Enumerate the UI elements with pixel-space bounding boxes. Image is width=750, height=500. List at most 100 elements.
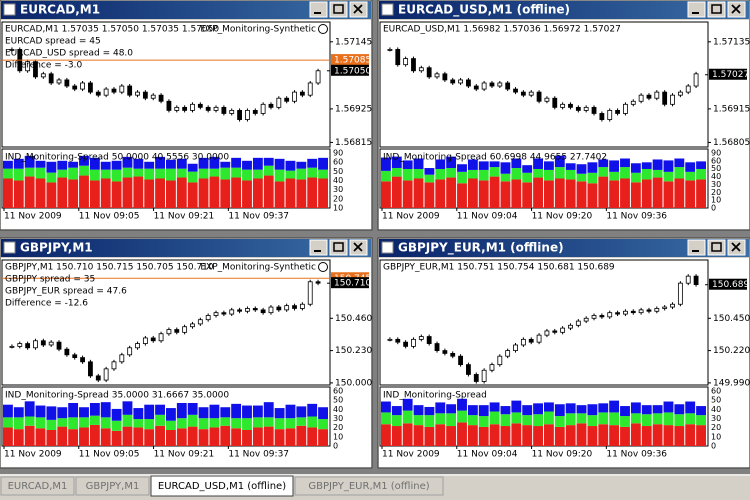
minimize-button[interactable] [687,1,706,18]
spread-bar [598,176,609,208]
minimize-button[interactable] [309,239,328,256]
spread-bar [435,413,446,425]
spread-bar [424,426,435,446]
info-line: GBPJPY spread = 35 [5,275,95,285]
candle [552,330,558,333]
spread-bar [478,416,489,427]
spread-bar [522,172,533,183]
candle [685,85,691,93]
window-title: GBPJPY_EUR,M1 (offline) [398,241,564,256]
spread-bar [402,180,413,208]
spread-bar [674,167,685,179]
spread-bar [89,180,100,208]
spread-bar [609,171,620,181]
icon [353,242,363,252]
spread-bar [674,414,685,427]
spread-bar [457,171,467,184]
candle [135,91,140,96]
spread-bar [413,415,424,426]
minimize-button[interactable] [687,239,706,256]
spread-bar [446,404,457,414]
candle [568,324,573,329]
candle [166,329,172,335]
indicator-tick-label: 0 [711,442,716,451]
spread-bar [285,418,296,429]
indicator-label: IND_Monitoring-Spread [383,391,487,401]
spread-bar [511,158,522,169]
candle [638,94,644,102]
candle [583,317,589,322]
candle [182,326,188,333]
indicator-tick-label: 30 [333,414,343,423]
spread-bar [489,161,500,168]
candle [497,82,503,87]
spread-bar [467,425,478,446]
tab[interactable] [75,476,150,496]
spread-bar [24,425,35,446]
spread-bar [35,178,46,208]
spread-bar [652,405,663,414]
candle [315,70,321,84]
candle [103,88,109,96]
candle [88,82,93,93]
candle [536,334,542,343]
spread-bar [435,159,446,169]
spread-bar [198,407,209,419]
spread-bar [46,419,57,430]
candle [411,338,416,347]
spread-bar [307,158,318,168]
indicator-label: IND_Monitoring-Spread 50.0000 40.5556 30… [5,153,229,163]
candle [252,110,258,114]
spread-bar [402,168,413,181]
spread-bar [598,412,609,425]
time-label: 11 Nov 09:20 [532,212,593,222]
spread-bar [285,428,296,446]
candle [72,85,78,90]
spread-bar [696,415,706,426]
tab[interactable] [0,476,75,496]
time-label: 11 Nov 09:37 [228,450,289,460]
spread-bar [544,169,554,181]
spread-bar [424,174,435,183]
spread-bar [100,178,111,208]
spread-bar [641,179,652,208]
candle [221,312,227,315]
spread-bar [133,168,144,177]
spread-bar [231,428,242,446]
spread-bar [381,181,391,208]
spread-bar [641,426,652,446]
spread-bar [489,424,500,446]
spread-bar [685,413,696,425]
spread-bar [242,405,252,419]
spread-bar [435,179,446,208]
spread-bar [307,403,318,417]
spread-bar [554,404,565,417]
spread-bar [576,164,587,174]
minimize-button[interactable] [309,1,328,18]
spread-bar [155,178,165,208]
spread-bar [242,429,252,446]
candle [630,100,636,105]
spread-bar [446,156,457,169]
spread-bar [307,177,318,208]
candle [292,91,297,102]
spread-bar [674,426,685,446]
spread-bar [176,168,187,178]
spread-bar [391,406,402,416]
spread-bar [155,414,165,426]
spread-bar [155,404,165,415]
tab[interactable] [150,475,294,497]
candle [450,79,456,84]
candle [103,368,109,381]
indicator-tick-label: 40 [711,172,721,181]
spread-bar [587,172,598,184]
candle [434,343,440,351]
tab[interactable] [294,476,444,496]
spread-bar [3,427,13,446]
info-line: Difference = -12.6 [5,299,88,309]
indicator-tick-label: 10 [333,204,343,213]
price-panel [379,259,709,386]
spread-bar [533,426,543,446]
spread-bar [696,161,706,169]
